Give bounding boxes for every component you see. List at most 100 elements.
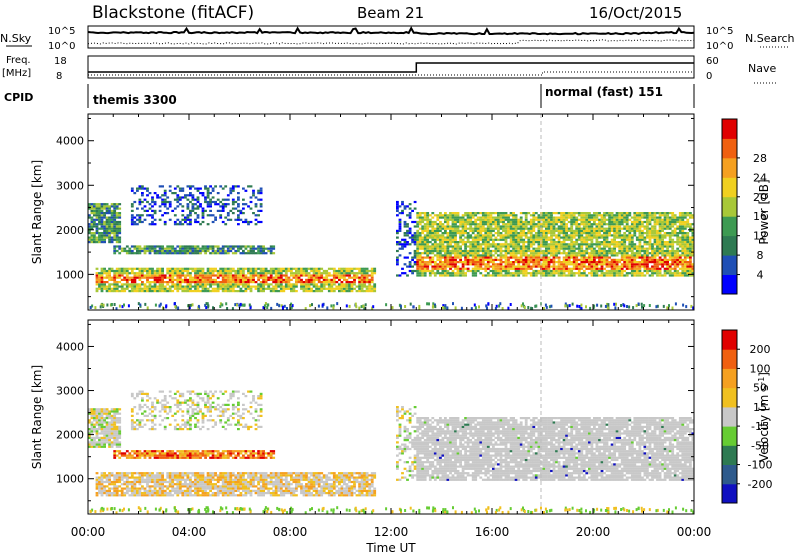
power-cell	[171, 274, 175, 277]
power-cell	[489, 229, 493, 232]
power-cell	[133, 274, 137, 277]
power-cell	[100, 218, 104, 221]
power-cell	[572, 256, 576, 259]
power-cell	[623, 238, 627, 241]
power-cell	[524, 272, 528, 275]
power-cell	[451, 258, 455, 261]
power-cell	[168, 218, 172, 221]
power-cell	[259, 276, 263, 279]
power-cell	[234, 200, 238, 204]
power-cell	[502, 227, 505, 230]
power-cell	[229, 218, 233, 221]
power-cell	[226, 276, 230, 279]
power-cell	[648, 229, 652, 232]
power-cell	[524, 261, 528, 264]
power-cell	[224, 185, 228, 188]
power-cell	[600, 267, 604, 270]
power-cell	[522, 274, 526, 277]
power-cell	[557, 252, 561, 255]
power-cell	[504, 214, 508, 217]
power-cell	[146, 267, 149, 270]
power-cell	[603, 263, 606, 266]
power-cell	[416, 267, 420, 270]
power-cell	[226, 307, 229, 310]
power-cell	[257, 249, 260, 253]
power-cell	[532, 274, 536, 277]
power-cell	[582, 249, 586, 253]
power-cell	[199, 223, 202, 226]
power-cell	[363, 276, 366, 279]
power-cell	[143, 267, 147, 270]
power-cell	[517, 267, 521, 270]
power-cell	[338, 274, 341, 277]
power-cell	[671, 245, 675, 248]
power-cell	[446, 274, 450, 277]
power-cell	[343, 290, 346, 293]
power-cell	[128, 285, 132, 288]
power-cell	[368, 285, 372, 288]
power-cell	[623, 241, 627, 244]
power-cell	[454, 272, 457, 275]
power-cell	[567, 256, 571, 259]
power-cell	[320, 276, 324, 279]
velocity-cell	[108, 489, 111, 492]
power-cell	[663, 269, 667, 273]
power-cell	[211, 252, 215, 255]
power-cell	[484, 243, 488, 246]
power-cell	[254, 285, 258, 288]
power-cell	[653, 227, 657, 230]
power-cell	[423, 229, 427, 232]
power-cell	[327, 285, 331, 288]
power-cell	[237, 278, 240, 281]
power-cell	[567, 247, 571, 250]
power-cell	[527, 272, 531, 275]
power-cell	[666, 227, 669, 230]
power-cell	[638, 241, 642, 244]
power-cell	[368, 274, 372, 277]
power-cell	[151, 267, 154, 270]
power-cell	[100, 223, 104, 226]
power-cell	[191, 290, 195, 293]
power-cell	[507, 256, 510, 259]
power-cell	[297, 278, 301, 281]
power-cell	[683, 234, 687, 237]
power-cell	[332, 290, 336, 293]
colorbar-tick-label: 8	[757, 249, 764, 262]
power-cell	[186, 185, 190, 188]
power-cell	[638, 245, 642, 248]
power-cell	[426, 302, 429, 306]
power-cell	[426, 254, 430, 257]
power-cell	[451, 234, 455, 237]
power-cell	[189, 214, 192, 217]
power-cell	[469, 225, 473, 228]
power-cell	[542, 238, 546, 241]
power-cell	[567, 272, 571, 275]
power-cell	[234, 252, 238, 255]
power-cell	[484, 245, 488, 248]
power-cell	[499, 245, 503, 248]
power-cell	[290, 283, 293, 286]
power-cell	[486, 243, 490, 246]
power-cell	[138, 287, 142, 290]
power-cell	[90, 203, 94, 206]
power-cell	[242, 274, 245, 277]
power-cell	[204, 245, 207, 248]
power-cell	[593, 261, 596, 264]
power-cell	[635, 218, 639, 221]
power-cell	[444, 261, 447, 264]
power-cell	[522, 223, 526, 226]
power-cell	[464, 258, 467, 261]
power-cell	[456, 220, 460, 224]
power-cell	[362, 304, 365, 308]
power-cell	[176, 269, 180, 273]
power-cell	[615, 214, 619, 217]
power-cell	[580, 303, 583, 307]
power-cell	[633, 263, 637, 266]
power-cell	[196, 287, 200, 290]
colorbar-swatch	[722, 177, 737, 198]
power-cell	[492, 258, 495, 261]
power-cell	[373, 287, 377, 290]
power-cell	[156, 267, 159, 270]
power-cell	[100, 267, 104, 270]
